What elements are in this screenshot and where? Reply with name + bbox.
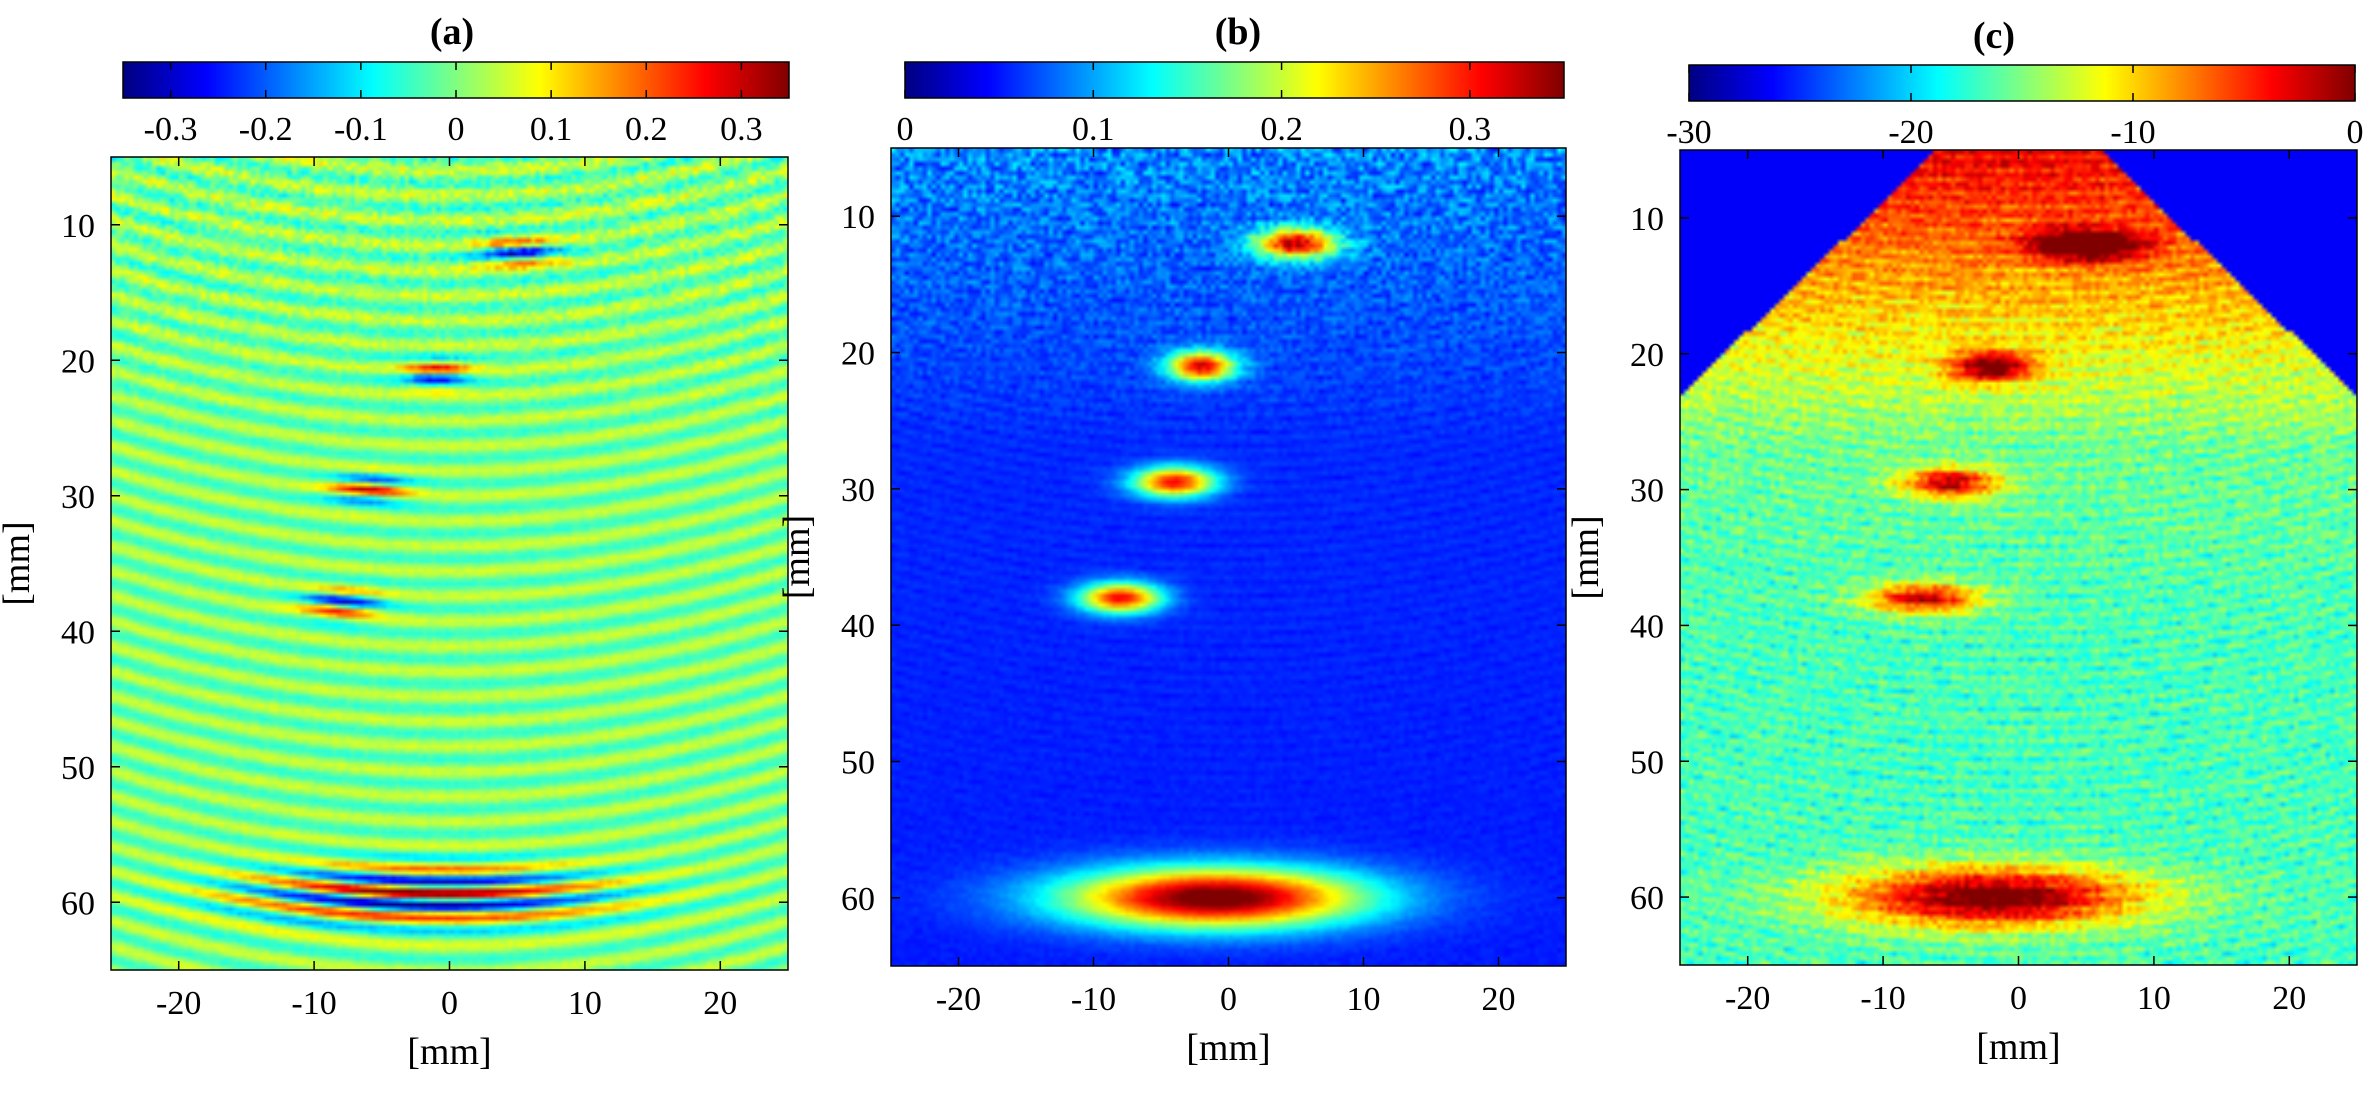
y-axis-label-b: [mm] [776, 515, 818, 599]
y-tick-label: 40 [1630, 608, 1664, 645]
x-tick-label: 10 [2137, 980, 2171, 1017]
y-tick-label: 50 [61, 750, 95, 787]
colorbar-tick-label: 0.3 [720, 111, 763, 148]
panel-title-b: (b) [1215, 11, 1261, 53]
heatmap-image-b [891, 148, 1566, 966]
colorbar-tick-label: -0.1 [334, 111, 388, 148]
x-tick-label: -10 [1071, 981, 1116, 1018]
colorbar-tick-label: 0.3 [1449, 111, 1492, 148]
panel-c: (c) -30 -20 -10 0 -20 -10 0 10 20 10 20 30 40 50 60 [mm]… [1565, 15, 2364, 1068]
colorbar-tick-label: 0.1 [530, 111, 573, 148]
y-tick-label: 10 [61, 208, 95, 245]
colorbar-c [1688, 64, 2356, 102]
x-tick-label: -10 [291, 985, 336, 1022]
y-tick-label: 10 [1630, 201, 1664, 238]
x-tick-label: 0 [2010, 980, 2027, 1017]
y-tick-label: 30 [1630, 473, 1664, 510]
y-tick-label: 20 [841, 336, 875, 373]
y-tick-label: 20 [61, 343, 95, 380]
panel-title-c: (c) [1973, 15, 2015, 57]
y-tick-label: 10 [841, 199, 875, 236]
y-tick-label: 50 [1630, 744, 1664, 781]
y-tick-label: 30 [61, 479, 95, 516]
colorbar-tick-label: 0 [448, 111, 465, 148]
colorbar-tick-label: 0 [2347, 114, 2364, 151]
y-tick-label: 40 [61, 614, 95, 651]
y-axis-label-a: [mm] [0, 521, 38, 605]
x-tick-label: 20 [2272, 980, 2306, 1017]
colorbar-tick-label: -10 [2110, 114, 2155, 151]
y-axis-label-c: [mm] [1565, 515, 1607, 599]
y-tick-label: 20 [1630, 337, 1664, 374]
x-tick-label: -20 [156, 985, 201, 1022]
colorbar-tick-label: 0.2 [1260, 111, 1303, 148]
x-tick-label: -20 [936, 981, 981, 1018]
x-axis-label-c: [mm] [1976, 1026, 2060, 1068]
x-tick-label: 0 [1220, 981, 1237, 1018]
x-tick-label: -10 [1860, 980, 1905, 1017]
x-tick-label: 10 [1347, 981, 1381, 1018]
y-tick-label: 60 [1630, 880, 1664, 917]
heatmap-image-c [1680, 150, 2357, 965]
heatmap-image-a [111, 157, 788, 970]
panel-b: (b) 0 0.1 0.2 0.3 -20 -10 0 10 20 10 20 30 40 50 60 [mm]… [776, 11, 1567, 1069]
x-axis-label-a: [mm] [407, 1031, 491, 1073]
x-axis-label-b: [mm] [1186, 1027, 1270, 1069]
y-tick-label: 50 [841, 745, 875, 782]
colorbar-tick-label: 0.2 [625, 111, 668, 148]
x-tick-label: 20 [1482, 981, 1516, 1018]
colorbar-tick-label: -20 [1888, 114, 1933, 151]
x-tick-label: -20 [1725, 980, 1770, 1017]
colorbar-tick-label: -0.3 [144, 111, 198, 148]
y-tick-label: 40 [841, 608, 875, 645]
colorbar-tick-label: -0.2 [239, 111, 293, 148]
panel-a: (a) -0.3 -0.2 -0.1 0 0.1 0.2 0.3 -20 -10 0 10 20 10 20… [0, 11, 790, 1073]
colorbar-b [904, 61, 1565, 99]
x-tick-label: 0 [441, 985, 458, 1022]
colorbar-tick-label: 0.1 [1072, 111, 1115, 148]
colorbar-tick-label: 0 [897, 111, 914, 148]
y-tick-label: 60 [841, 881, 875, 918]
y-tick-label: 30 [841, 472, 875, 509]
x-tick-label: 10 [568, 985, 602, 1022]
panel-title-a: (a) [430, 11, 474, 53]
x-tick-label: 20 [703, 985, 737, 1022]
y-tick-label: 60 [61, 885, 95, 922]
colorbar-tick-label: -30 [1666, 114, 1711, 151]
